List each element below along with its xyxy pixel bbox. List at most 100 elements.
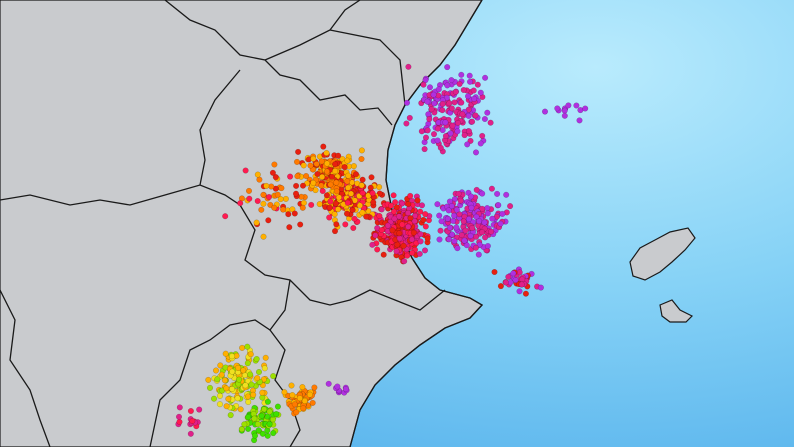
lightning-strike-marker — [301, 398, 308, 405]
ibiza-island — [629, 227, 696, 281]
lightning-strike-marker — [205, 376, 212, 383]
lightning-strike-marker — [259, 389, 266, 396]
lightning-strike-marker — [266, 193, 273, 200]
lightning-strike-marker — [324, 160, 331, 167]
lightning-strike-marker — [472, 244, 479, 251]
lightning-strike-marker — [332, 228, 339, 235]
lightning-strike-marker — [266, 408, 273, 415]
lightning-strike-marker — [516, 288, 523, 295]
lightning-strike-marker — [491, 269, 498, 276]
lightning-strike-marker — [446, 224, 453, 231]
lightning-strike-marker — [327, 181, 334, 188]
lightning-strike-marker — [380, 251, 387, 258]
lightning-strike-marker — [507, 203, 514, 210]
lightning-strike-marker — [254, 171, 261, 178]
lightning-strike-marker — [470, 87, 477, 94]
lightning-strike-marker — [342, 386, 349, 393]
lightning-strike-marker — [341, 164, 348, 171]
lightning-strike-marker — [576, 117, 583, 124]
lightning-strike-marker — [272, 174, 279, 181]
lightning-strike-marker — [400, 242, 407, 249]
lightning-strike-marker — [370, 199, 377, 206]
lightning-strike-marker — [497, 283, 504, 290]
lightning-strike-marker — [446, 100, 453, 107]
lightning-strike-marker — [329, 173, 336, 180]
lightning-strike-marker — [457, 197, 464, 204]
lightning-strike-marker — [573, 102, 580, 109]
lightning-strike-marker — [297, 221, 304, 228]
lightning-strike-marker — [456, 211, 463, 218]
lightning-strike-marker — [225, 395, 232, 402]
lightning-strike-marker — [465, 216, 472, 223]
lightning-strike-marker — [333, 221, 340, 228]
lightning-strike-marker — [242, 167, 249, 174]
lightning-strike-marker — [256, 176, 263, 183]
lightning-strike-marker — [503, 191, 510, 198]
lightning-strike-marker — [399, 200, 406, 207]
lightning-strike-marker — [390, 192, 397, 199]
lightning-strike-marker — [451, 212, 458, 219]
lightning-strike-marker — [212, 367, 219, 374]
lightning-strike-marker — [244, 360, 251, 367]
lightning-strike-marker — [376, 212, 383, 219]
lightning-strike-marker — [422, 223, 429, 230]
lightning-strike-marker — [420, 81, 427, 88]
lightning-strike-marker — [187, 430, 194, 437]
lightning-strike-marker — [277, 196, 284, 203]
lightning-strike-marker — [376, 190, 383, 197]
lightning-strike-marker — [214, 376, 221, 383]
lightning-strike-marker — [434, 137, 441, 144]
lightning-strike-marker — [396, 230, 403, 237]
lightning-strike-marker — [216, 392, 223, 399]
lightning-strike-marker — [431, 100, 438, 107]
lightning-strike-marker — [251, 415, 258, 422]
lightning-strike-marker — [582, 105, 589, 112]
lightning-strike-marker — [235, 376, 242, 383]
lightning-strike-marker — [466, 72, 473, 79]
lightning-strike-marker — [291, 210, 298, 217]
lightning-strike-marker — [262, 354, 269, 361]
lightning-strike-marker — [522, 290, 529, 297]
lightning-strike-marker — [435, 86, 442, 93]
lightning-strike-marker — [378, 226, 385, 233]
lightning-strike-marker — [468, 193, 475, 200]
lightning-strike-marker — [476, 241, 483, 248]
lightning-strike-marker — [320, 143, 327, 150]
lightning-strike-marker — [448, 105, 455, 112]
lightning-strike-marker — [344, 178, 351, 185]
lightning-strike-marker — [444, 82, 451, 89]
lightning-strike-marker — [344, 157, 351, 164]
lightning-strike-marker — [461, 237, 468, 244]
lightning-strike-marker — [487, 119, 494, 126]
lightning-strike-marker — [239, 344, 246, 351]
lightning-strike-marker — [281, 389, 288, 396]
lightning-strike-marker — [245, 187, 252, 194]
lightning-strike-marker — [348, 190, 355, 197]
lightning-strike-marker — [474, 81, 481, 88]
lightning-strike-marker — [335, 194, 342, 201]
lightning-strike-marker — [350, 224, 357, 231]
lightning-strike-marker — [466, 128, 473, 135]
lightning-strike-marker — [176, 404, 183, 411]
lightning-strike-marker — [410, 229, 417, 236]
lightning-strike-marker — [293, 182, 300, 189]
lightning-strike-marker — [310, 155, 317, 162]
lightning-strike-marker — [307, 162, 314, 169]
lightning-strike-marker — [222, 350, 229, 357]
lightning-strike-marker — [424, 235, 431, 242]
lightning-strike-marker — [244, 343, 251, 350]
lightning-strike-marker — [462, 227, 469, 234]
lightning-strike-marker — [420, 216, 427, 223]
lightning-strike-marker — [268, 183, 275, 190]
lightning-strike-marker — [561, 112, 568, 119]
lightning-strike-marker — [333, 188, 340, 195]
lightning-strike-marker — [367, 184, 374, 191]
lightning-strike-marker — [430, 91, 437, 98]
lightning-strike-marker — [280, 206, 287, 213]
lightning-strike-marker — [247, 371, 254, 378]
lightning-strike-marker — [310, 179, 317, 186]
lightning-strike-marker — [399, 221, 406, 228]
lightning-strike-marker — [495, 202, 502, 209]
